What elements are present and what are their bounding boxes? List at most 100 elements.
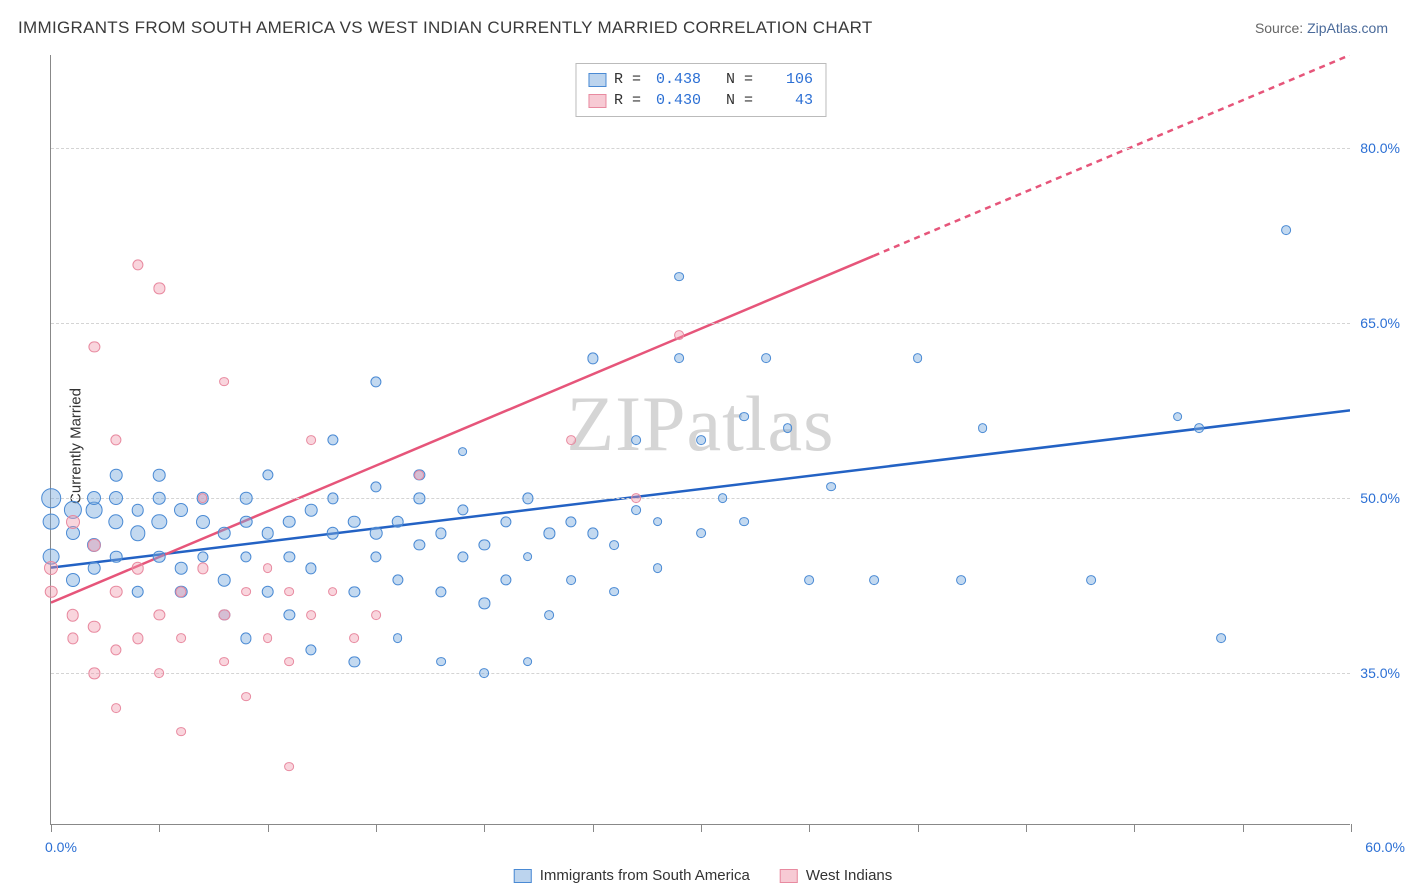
data-point	[609, 587, 619, 597]
data-point	[263, 563, 273, 573]
data-point	[175, 562, 188, 575]
n-label: N =	[726, 71, 753, 88]
data-point	[479, 539, 490, 550]
data-point	[370, 551, 381, 562]
data-point	[284, 609, 295, 620]
data-point	[219, 609, 230, 620]
data-point	[261, 585, 274, 598]
data-point	[110, 434, 121, 445]
data-point	[218, 527, 231, 540]
data-point	[305, 504, 318, 517]
data-point	[241, 587, 251, 597]
data-point	[328, 587, 338, 597]
data-point	[219, 657, 229, 667]
swatch-blue-icon	[588, 73, 606, 87]
data-point	[414, 493, 425, 504]
legend-label-pink: West Indians	[806, 867, 892, 884]
gridline	[51, 148, 1350, 149]
legend-row-blue: R = 0.438 N = 106	[588, 69, 813, 90]
swatch-pink-icon	[780, 869, 798, 883]
data-point	[522, 493, 533, 504]
data-point	[631, 435, 641, 445]
data-point	[674, 353, 684, 363]
data-point	[544, 528, 555, 539]
data-point	[349, 586, 360, 597]
data-point	[349, 633, 359, 643]
data-point	[457, 504, 468, 515]
data-point	[44, 561, 58, 575]
data-point	[132, 633, 143, 644]
data-point	[327, 493, 338, 504]
data-point	[89, 668, 100, 679]
data-point	[348, 515, 361, 528]
data-point	[326, 527, 339, 540]
chart-header: IMMIGRANTS FROM SOUTH AMERICA VS WEST IN…	[18, 18, 1388, 38]
r-value-blue: 0.438	[649, 71, 701, 88]
gridline	[51, 323, 1350, 324]
data-point	[66, 573, 80, 587]
gridline	[51, 673, 1350, 674]
data-point	[739, 517, 749, 527]
data-point	[131, 562, 144, 575]
y-tick-label: 80.0%	[1360, 140, 1400, 156]
data-point	[45, 585, 58, 598]
data-point	[284, 551, 295, 562]
data-point	[153, 550, 166, 563]
data-point	[674, 330, 684, 340]
data-point	[718, 493, 728, 503]
data-point	[696, 435, 706, 445]
data-point	[804, 575, 814, 585]
r-label: R =	[614, 92, 641, 109]
data-point	[131, 504, 144, 517]
data-point	[88, 562, 101, 575]
source-prefix: Source:	[1255, 20, 1307, 36]
data-point	[152, 514, 167, 529]
data-point	[240, 492, 253, 505]
data-point	[174, 503, 188, 517]
data-point	[284, 762, 294, 772]
data-point	[89, 341, 100, 352]
data-point	[261, 527, 274, 540]
source-link[interactable]: ZipAtlas.com	[1307, 20, 1388, 36]
data-point	[500, 574, 511, 585]
chart-source: Source: ZipAtlas.com	[1255, 20, 1388, 36]
data-point	[198, 493, 208, 503]
x-tick	[51, 824, 52, 832]
y-tick-label: 35.0%	[1360, 665, 1400, 681]
data-point	[587, 528, 598, 539]
data-point	[1086, 575, 1096, 585]
n-label: N =	[726, 92, 753, 109]
data-point	[739, 412, 749, 422]
legend-item-blue: Immigrants from South America	[514, 867, 750, 884]
data-point	[566, 435, 576, 445]
data-point	[241, 692, 251, 702]
legend-row-pink: R = 0.430 N = 43	[588, 90, 813, 111]
data-point	[631, 493, 641, 503]
data-point	[111, 703, 121, 713]
data-point	[609, 540, 619, 550]
data-point	[218, 574, 231, 587]
data-point	[110, 469, 123, 482]
data-point	[154, 609, 165, 620]
x-tick	[1026, 824, 1027, 832]
data-point	[108, 514, 123, 529]
x-tick	[809, 824, 810, 832]
data-point	[305, 563, 316, 574]
data-point	[240, 551, 251, 562]
x-tick	[593, 824, 594, 832]
data-point	[305, 644, 316, 655]
data-point	[327, 434, 338, 445]
data-point	[283, 515, 296, 528]
data-point	[130, 526, 145, 541]
data-point	[110, 585, 123, 598]
data-point	[978, 423, 988, 433]
data-point	[913, 353, 923, 363]
chart-title: IMMIGRANTS FROM SOUTH AMERICA VS WEST IN…	[18, 18, 873, 38]
data-point	[43, 513, 60, 530]
legend-label-blue: Immigrants from South America	[540, 867, 750, 884]
y-tick-label: 65.0%	[1360, 315, 1400, 331]
data-point	[88, 620, 101, 633]
data-point	[284, 587, 294, 597]
data-point	[66, 515, 80, 529]
data-point	[458, 447, 468, 457]
